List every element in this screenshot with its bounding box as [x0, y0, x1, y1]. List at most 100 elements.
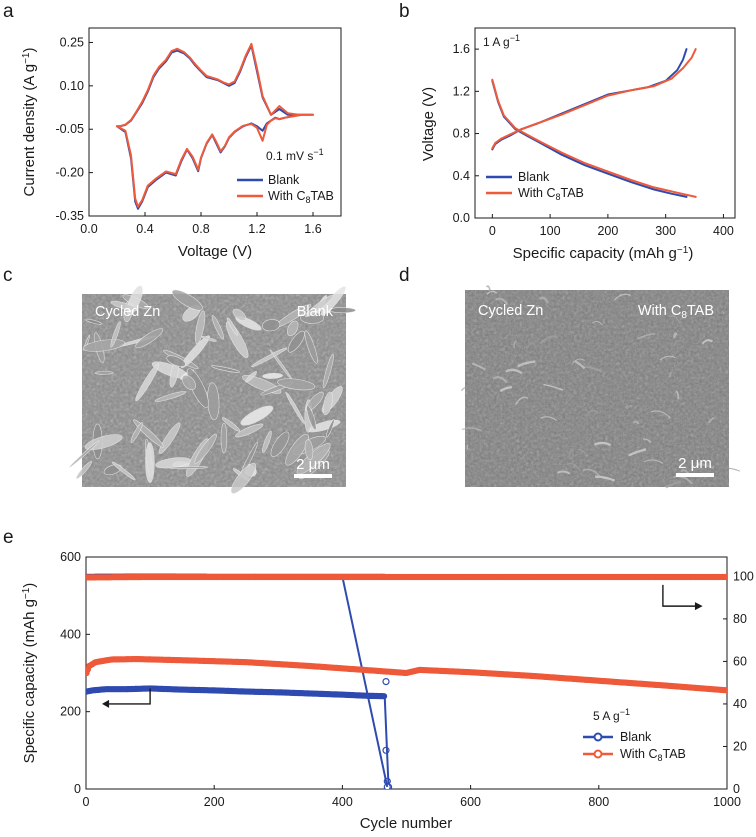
chart-a-xtick-label: 0.8	[192, 222, 209, 236]
chart-e-ylabel: Specific capacity (mAh g−1)	[21, 583, 38, 764]
chart-e-point-with-c8tab-efficiency	[723, 573, 727, 581]
chart-e-y2tick-label: 100	[733, 569, 754, 583]
sem-c-flake	[235, 423, 264, 438]
sem-d-ridge	[587, 409, 598, 415]
chart-a-legend: Blank With C8TAB	[237, 173, 334, 205]
sem-d-ridge	[486, 285, 492, 293]
chart-a-cyclic-voltammetry: 0.0 0.4 0.8 1.2 1.6 -0.35-0.20-0.050.100.25 …	[21, 27, 342, 260]
chart-a-ytick-label: 0.25	[60, 35, 84, 49]
sem-c-flake	[306, 405, 317, 431]
sem-c-flake	[130, 422, 143, 443]
sem-d-ridge	[632, 420, 640, 425]
sem-d-ridge	[495, 297, 509, 306]
sem-c-flake	[135, 363, 160, 402]
chart-a-xtick-label: 0.0	[80, 222, 97, 236]
chart-e-xtick-label: 1000	[713, 795, 741, 809]
sem-c-flake	[166, 355, 186, 367]
sem-c-flake	[285, 433, 309, 466]
chart-e-current-note: 5 A g−1	[593, 707, 630, 723]
sem-c-flake	[171, 289, 203, 311]
sem-d-ridge	[521, 356, 525, 360]
chart-a-ytick-label: -0.35	[56, 209, 85, 223]
chart-e-ytick-label: 200	[60, 705, 81, 719]
chart-b-ylabel: Voltage (V)	[420, 87, 437, 161]
chart-b-legend: Blank With C8TAB	[486, 170, 584, 202]
chart-e-arrow-left-axis	[105, 688, 151, 705]
sem-d-ridge	[659, 355, 676, 361]
sem-d-ridge	[471, 362, 486, 371]
sem-d-ridge	[680, 468, 689, 475]
sem-d-ridge	[669, 315, 681, 324]
sem-c-flake	[261, 319, 281, 332]
chart-a-xlabel: Voltage (V)	[178, 243, 252, 260]
sem-c-flake	[305, 294, 334, 318]
chart-e-ytick-label: 600	[60, 550, 81, 564]
sem-d-ridge	[582, 468, 601, 478]
chart-b-series-with-c8tab-discharge	[491, 78, 697, 198]
chart-a-series-with-c8tab	[116, 42, 314, 208]
sem-c-flake	[69, 440, 100, 468]
sem-d-ridge	[720, 467, 741, 472]
chart-b-xtick-label: 100	[540, 224, 561, 238]
sem-d-ridge	[665, 480, 682, 489]
chart-b-xtick-label: 200	[597, 224, 618, 238]
chart-e-arrow-right-axis	[662, 584, 699, 607]
chart-e-point-blank-efficiency	[382, 677, 390, 686]
chart-b-legend-c8tab-label: With C8TAB	[518, 186, 584, 202]
chart-b-ytick-label: 0.8	[453, 127, 470, 141]
panel-letter-a: a	[3, 1, 14, 22]
sem-c-flake	[145, 442, 155, 483]
sem-image-blank: Cycled Zn Blank 2 μm	[69, 285, 356, 494]
chart-e-y2tick-label: 60	[733, 654, 747, 668]
sem-c-flake	[322, 391, 333, 416]
sem-d-ridge	[697, 462, 700, 467]
sem-d-ridge	[675, 390, 680, 400]
panel-letter-d: d	[399, 265, 410, 286]
sem-d-ridge	[644, 459, 664, 465]
sem-d-ridge	[672, 340, 678, 347]
chart-e-y2tick-label: 80	[733, 612, 747, 626]
chart-e-y2tick-label: 0	[733, 782, 740, 796]
chart-b-series-with-c8tab-charge	[491, 48, 697, 150]
sem-d-ridge	[574, 360, 586, 370]
chart-e-y2tick-label: 20	[733, 739, 747, 753]
chart-b-xtick-label: 400	[713, 224, 734, 238]
sem-d-ridge	[626, 405, 633, 410]
sem-c-flake	[110, 321, 121, 348]
sem-d-scalebar-label: 2 μm	[678, 455, 712, 472]
sem-c-flake	[262, 430, 272, 453]
chart-e-ytick-label: 400	[60, 627, 81, 641]
chart-b-ytick-label: 0.4	[453, 169, 470, 183]
sem-d-ridge	[571, 358, 585, 365]
sem-c-flake	[220, 422, 228, 454]
sem-c-flake	[262, 372, 283, 379]
sem-c-flake	[285, 391, 305, 424]
chart-e-drop-blank-capacity	[383, 696, 390, 788]
sem-c-flake	[169, 466, 208, 470]
sem-c-flake	[230, 463, 257, 494]
chart-e-point-with-c8tab-capacity	[723, 687, 727, 694]
chart-e-xtick-label: 800	[588, 795, 609, 809]
sem-d-ridge	[539, 335, 559, 345]
sem-c-flake	[225, 321, 249, 359]
sem-d-ridge	[556, 470, 571, 475]
chart-b-series-blank-charge	[491, 48, 688, 151]
sem-d-ridge	[539, 416, 557, 421]
panel-letter-c: c	[3, 265, 13, 286]
sem-d-ridge	[460, 386, 468, 392]
sem-c-flake	[201, 336, 217, 342]
sem-c-flake	[322, 353, 334, 389]
chart-b-legend-blank-label: Blank	[518, 170, 550, 184]
chart-e-xtick-label: 200	[204, 795, 225, 809]
panel-letter-e: e	[3, 527, 14, 548]
sem-c-flake	[305, 391, 324, 412]
sem-d-ridge	[486, 290, 498, 295]
chart-e-xtick-label: 600	[460, 795, 481, 809]
chart-a-ytick-label: -0.20	[56, 166, 85, 180]
sem-c-flake	[304, 330, 318, 364]
chart-b-ytick-label: 0.0	[453, 211, 470, 225]
sem-d-ridge	[628, 448, 647, 457]
sem-d-ridge	[613, 293, 631, 301]
sem-c-flake	[211, 365, 240, 373]
sem-d-ridge	[595, 475, 616, 482]
